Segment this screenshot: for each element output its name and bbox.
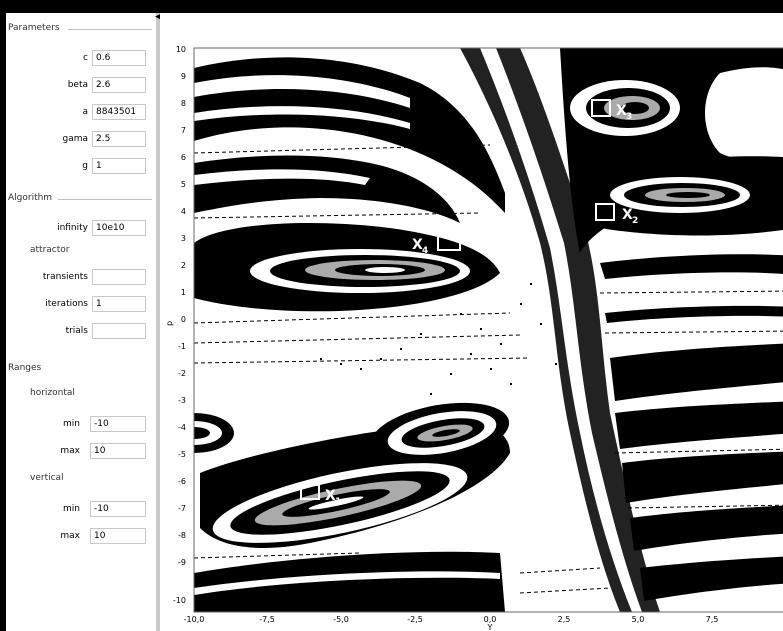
- algorithm-section-title: Algorithm: [8, 193, 154, 203]
- iterations-label: iterations: [45, 299, 88, 309]
- y-tick-label: 7: [181, 126, 186, 135]
- x-tick-label: -10,0: [184, 615, 205, 624]
- h-min-input[interactable]: [90, 416, 146, 432]
- section-divider: [68, 29, 152, 30]
- param-a-input[interactable]: [92, 104, 146, 120]
- y-tick-label: 4: [181, 207, 186, 216]
- x-tick-label: 5,0: [632, 615, 645, 624]
- marker-x4-label: X: [412, 237, 423, 253]
- y-tick-label: -10: [173, 596, 186, 605]
- x-axis-label: Y: [487, 623, 493, 631]
- y-tick-label: -4: [178, 423, 186, 432]
- param-label-g: g: [82, 161, 88, 171]
- y-tick-label: -2: [178, 369, 186, 378]
- h-min-label: min: [63, 419, 80, 429]
- infinity-label: infinity: [57, 223, 88, 233]
- y-axis-label: p: [165, 321, 174, 326]
- vertical-label: vertical: [30, 473, 64, 483]
- ranges-section-title: Ranges: [8, 363, 154, 373]
- marker-x2-label: X: [622, 207, 633, 223]
- param-g-input[interactable]: [92, 158, 146, 174]
- horizontal-label: horizontal: [30, 388, 75, 398]
- phase-portrait-plot: X 1 X 2 X 3 X 4 10 9 8 7 6 5 4 3 2: [165, 45, 783, 631]
- trials-input[interactable]: [92, 323, 146, 339]
- algorithm-title: Algorithm: [8, 193, 53, 203]
- param-label-c: c: [83, 53, 88, 63]
- parameters-section-title: Parameters: [8, 23, 154, 33]
- y-tick-label: -1: [178, 342, 186, 351]
- y-tick-label: -6: [178, 477, 186, 486]
- marker-x2: X 2: [595, 203, 638, 226]
- attractor-label: attractor: [30, 245, 70, 255]
- transients-input[interactable]: [92, 269, 146, 285]
- y-tick-label: 5: [181, 180, 186, 189]
- y-tick-label: 10: [176, 45, 186, 54]
- y-tick-label: 8: [181, 99, 186, 108]
- ranges-title: Ranges: [8, 363, 42, 373]
- x-tick-label: -2,5: [407, 615, 423, 624]
- phase-portrait-image: [194, 48, 783, 612]
- section-divider: [58, 199, 152, 200]
- v-min-label: min: [63, 504, 80, 514]
- marker-x3-sub: 3: [626, 112, 632, 122]
- h-max-label: max: [60, 446, 80, 456]
- marker-x1: X 1: [300, 484, 341, 507]
- y-tick-label: -8: [178, 531, 186, 540]
- param-label-beta: beta: [67, 80, 88, 90]
- v-min-input[interactable]: [90, 501, 146, 517]
- marker-x4-sub: 4: [422, 246, 428, 256]
- marker-x2-sub: 2: [632, 216, 638, 226]
- x-tick-label: -7,5: [259, 615, 275, 624]
- param-beta-input[interactable]: [92, 77, 146, 93]
- v-max-input[interactable]: [90, 528, 146, 544]
- collapse-arrow-icon[interactable]: ◀: [155, 12, 162, 22]
- y-tick-label: -5: [178, 450, 186, 459]
- marker-x1-sub: 1: [335, 497, 341, 507]
- trials-label: trials: [65, 326, 88, 336]
- plot-area: X 1 X 2 X 3 X 4 10 9 8 7 6 5 4 3 2: [160, 13, 783, 631]
- x-tick-label: -5,0: [333, 615, 349, 624]
- plot-frame: [193, 47, 783, 613]
- y-tick-label: 3: [181, 234, 186, 243]
- param-label-a: a: [82, 107, 88, 117]
- y-tick-label: 2: [181, 261, 186, 270]
- h-max-input[interactable]: [90, 443, 146, 459]
- x-tick-label: 7,5: [706, 615, 719, 624]
- marker-x3: X 3: [591, 99, 632, 122]
- transients-label: transients: [42, 272, 88, 282]
- y-tick-label: 1: [181, 288, 186, 297]
- param-gama-input[interactable]: [92, 131, 146, 147]
- infinity-input[interactable]: [92, 220, 146, 236]
- x-tick-label: 0,0: [484, 615, 497, 624]
- y-tick-label: -7: [178, 504, 186, 513]
- settings-panel: Parameters c beta a gama g Algorithm inf…: [6, 13, 156, 631]
- split-pane-divider[interactable]: ◀: [155, 12, 162, 631]
- marker-x4: X 4: [412, 231, 461, 256]
- parameters-title: Parameters: [8, 23, 60, 33]
- param-c-input[interactable]: [92, 50, 146, 66]
- v-max-label: max: [60, 531, 80, 541]
- y-tick-label: 9: [181, 72, 186, 81]
- param-label-gama: gama: [62, 134, 88, 144]
- y-tick-label: -9: [178, 558, 186, 567]
- marker-x3-label: X: [616, 103, 627, 119]
- x-tick-label: 2,5: [558, 615, 571, 624]
- iterations-input[interactable]: [92, 296, 146, 312]
- y-tick-label: 6: [181, 153, 186, 162]
- marker-x1-label: X: [325, 488, 336, 504]
- y-tick-label: -3: [178, 396, 186, 405]
- y-tick-label: 0: [181, 315, 186, 324]
- y-axis: 10 9 8 7 6 5 4 3 2 1 0 -1 -2 -3 -4 -5 -6…: [173, 45, 186, 605]
- x-axis: -10,0 -7,5 -5,0 -2,5 0,0 2,5 5,0 7,5: [184, 615, 719, 624]
